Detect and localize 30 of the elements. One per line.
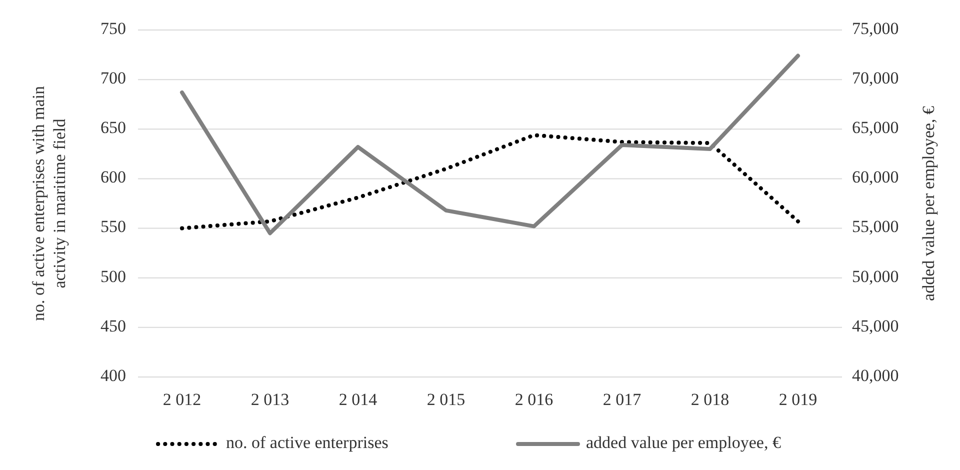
y2-tick-label: 50,000 xyxy=(852,266,899,286)
x-tick-label: 2 013 xyxy=(250,390,290,409)
y2-tick-label: 70,000 xyxy=(852,68,899,88)
y-tick-label: 500 xyxy=(100,266,126,286)
y-tick-label: 750 xyxy=(100,18,126,38)
x-tick-label: 2 012 xyxy=(162,390,202,409)
x-tick-label: 2 019 xyxy=(778,390,818,409)
y-tick-label: 550 xyxy=(100,217,126,236)
y2-tick-label: 55,000 xyxy=(852,217,899,236)
y2-tick-label: 60,000 xyxy=(852,168,899,187)
y-tick-label: 450 xyxy=(100,316,126,336)
legend-label: no. of active enterprises xyxy=(226,432,388,452)
y2-tick-label: 65,000 xyxy=(852,118,899,138)
line-series xyxy=(180,54,800,236)
x-tick-label: 2 015 xyxy=(426,390,466,409)
y-tick-label: 400 xyxy=(100,366,126,385)
y2-axis-title: added value per employee, € xyxy=(919,106,938,301)
x-tick-label: 2 017 xyxy=(602,390,642,409)
y-tick-label: 700 xyxy=(100,68,126,88)
x-tick-label: 2 018 xyxy=(690,390,730,409)
x-tick-label: 2 016 xyxy=(514,390,554,409)
legend-label: added value per employee, € xyxy=(586,432,782,452)
y2-tick-label: 40,000 xyxy=(852,366,899,385)
y-tick-label: 650 xyxy=(100,118,126,138)
y-tick-label: 600 xyxy=(100,168,126,187)
line-series xyxy=(180,133,800,230)
x-tick-label: 2 014 xyxy=(338,390,378,409)
y2-tick-label: 75,000 xyxy=(852,18,899,38)
y-axis-title: no. of active enterprises with main activity in maritime field xyxy=(29,85,69,322)
y2-tick-label: 45,000 xyxy=(852,316,899,336)
